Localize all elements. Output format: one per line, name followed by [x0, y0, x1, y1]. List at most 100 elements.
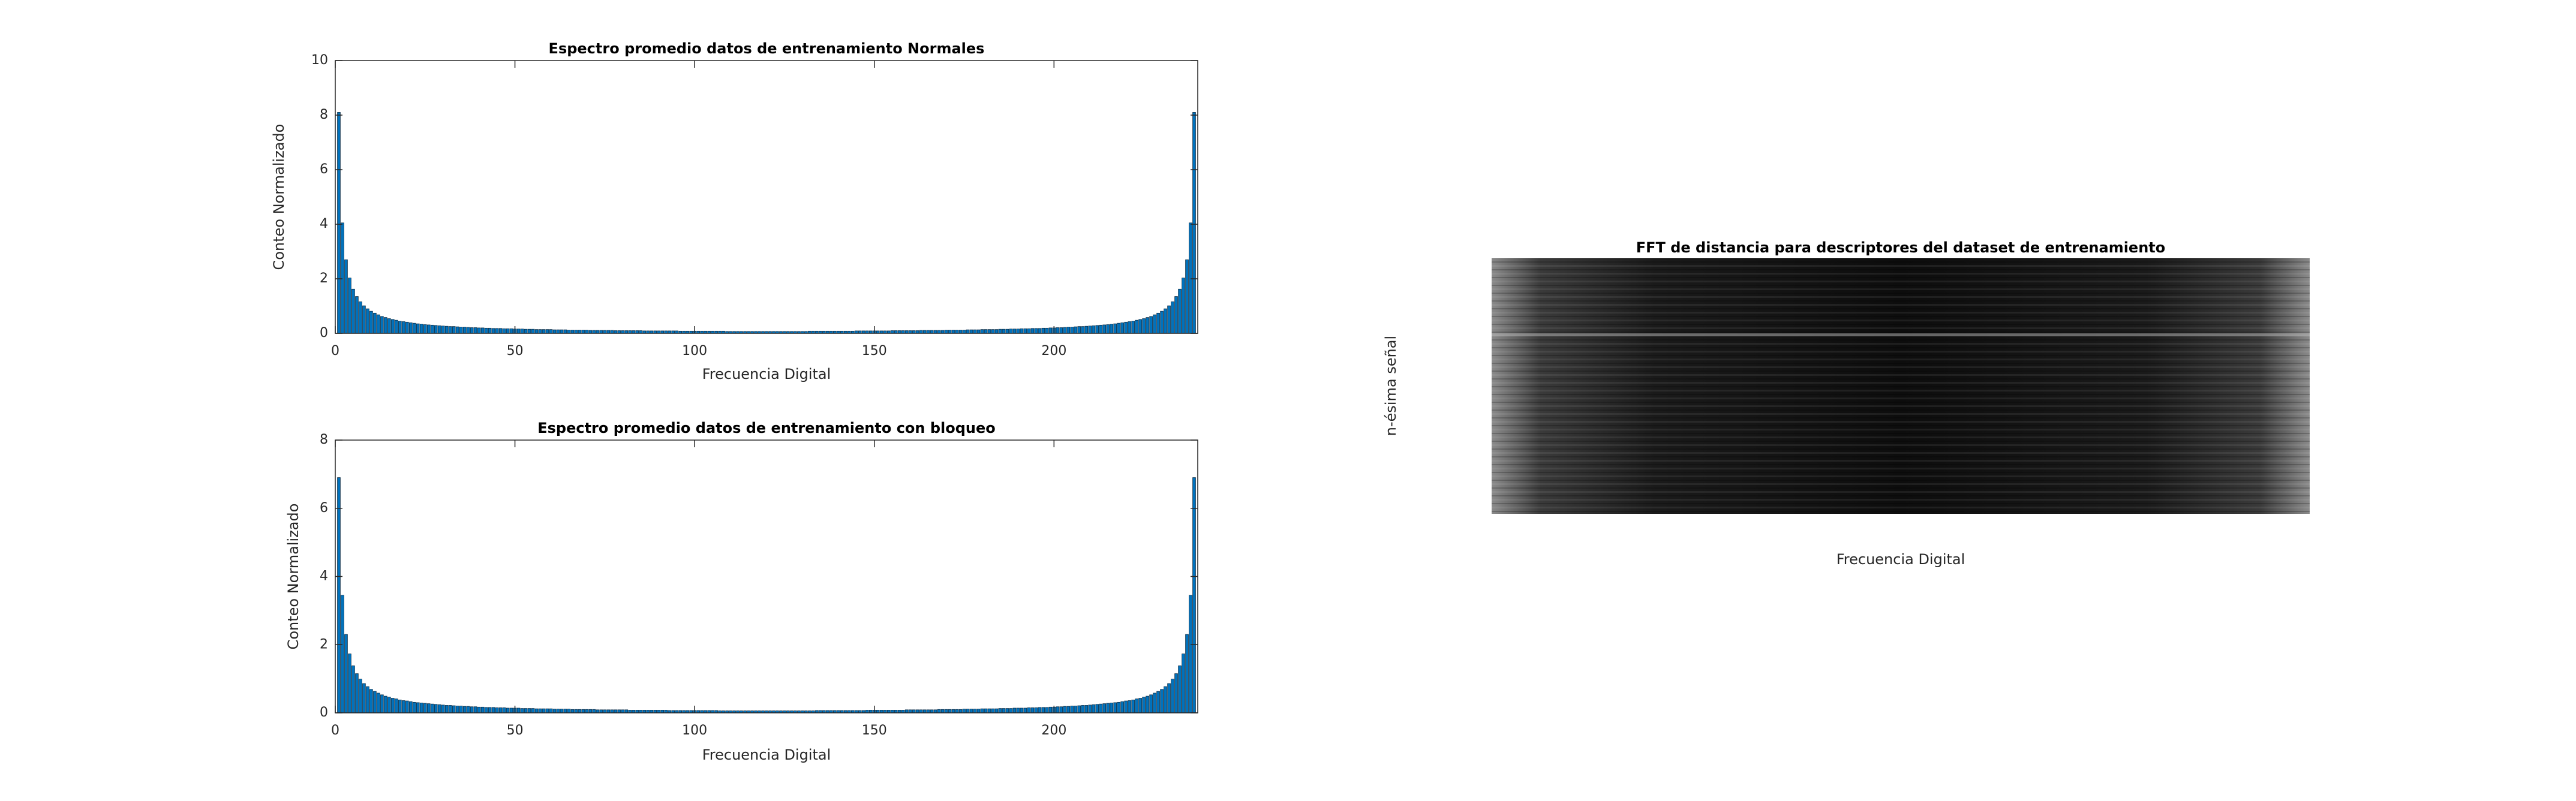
bar — [937, 709, 941, 713]
x-tick-label: 100 — [682, 723, 707, 738]
chart-title: Espectro promedio datos de entrenamiento… — [549, 40, 985, 57]
bar — [1077, 326, 1081, 334]
x-tick-label: 50 — [507, 344, 524, 359]
bar — [413, 701, 416, 713]
bar — [973, 329, 977, 334]
bar — [423, 703, 427, 713]
bar — [563, 329, 567, 334]
bar — [922, 709, 927, 713]
bar — [574, 709, 578, 713]
bar — [614, 709, 618, 713]
bar — [534, 708, 539, 713]
y-tick-label: 8 — [320, 432, 328, 447]
bar — [1120, 322, 1124, 334]
bar — [1027, 707, 1031, 713]
bar — [1189, 222, 1192, 334]
bar — [1095, 704, 1099, 713]
bar — [933, 709, 937, 713]
x-tick-label: 0 — [331, 344, 339, 359]
bar — [1002, 708, 1006, 713]
bar — [509, 707, 513, 713]
bar — [1174, 296, 1178, 334]
bar — [1002, 329, 1006, 334]
bar — [391, 698, 395, 713]
bar — [1102, 324, 1107, 334]
bar — [552, 329, 557, 334]
bar — [1009, 708, 1013, 713]
bar — [395, 698, 398, 713]
bar — [1146, 695, 1149, 713]
bar — [904, 709, 909, 713]
bar — [592, 330, 596, 334]
bar — [578, 709, 582, 713]
bar — [480, 327, 485, 334]
bar — [1074, 326, 1078, 334]
chart-title: Espectro promedio datos de entrenamiento… — [537, 420, 996, 436]
bar — [434, 704, 438, 713]
bar — [348, 278, 351, 334]
bar — [516, 707, 521, 713]
bar — [948, 709, 952, 713]
bar — [480, 706, 485, 713]
bar — [951, 709, 955, 713]
bar — [1135, 698, 1138, 713]
bar — [1110, 703, 1113, 713]
bar — [430, 703, 434, 713]
bar — [337, 477, 341, 713]
bar — [915, 709, 919, 713]
bar — [599, 709, 603, 713]
bar — [527, 708, 531, 713]
bar — [344, 259, 348, 334]
bar — [409, 322, 413, 334]
bar — [1128, 321, 1131, 334]
bar — [1164, 308, 1167, 334]
bar — [437, 325, 441, 334]
bar — [1124, 321, 1128, 334]
bar — [976, 329, 981, 334]
bar — [359, 301, 362, 334]
bar — [596, 709, 600, 713]
bar — [373, 312, 377, 334]
bar — [998, 708, 1002, 713]
bar — [966, 709, 970, 713]
bar — [1149, 694, 1153, 713]
bar — [606, 330, 611, 334]
bar — [366, 686, 369, 713]
bar — [416, 323, 420, 334]
bar — [1171, 679, 1174, 713]
bar — [1084, 705, 1089, 713]
bar — [1034, 328, 1038, 334]
bar — [455, 326, 459, 334]
bar — [520, 708, 524, 713]
bar — [1120, 701, 1124, 713]
bar — [459, 706, 463, 713]
bar — [987, 708, 991, 713]
bar — [908, 709, 912, 713]
bar — [520, 329, 524, 334]
bar — [1059, 327, 1063, 334]
bar — [377, 692, 380, 713]
bar — [441, 326, 445, 334]
bar — [398, 321, 402, 334]
bar — [437, 704, 441, 713]
bar — [470, 327, 474, 334]
bar — [337, 112, 341, 334]
bar — [459, 327, 463, 334]
bar — [398, 699, 402, 713]
bar — [574, 330, 578, 334]
bar — [484, 327, 488, 334]
bar — [470, 706, 474, 713]
bar — [1178, 288, 1182, 334]
bar — [1045, 327, 1049, 334]
bar — [491, 707, 495, 713]
bar — [362, 305, 366, 334]
y-tick-label: 6 — [320, 162, 328, 177]
bar — [567, 330, 571, 334]
bar — [1038, 328, 1042, 334]
bar — [617, 709, 621, 713]
bar — [545, 329, 549, 334]
bar — [1084, 326, 1089, 334]
bar — [1156, 312, 1160, 334]
y-tick-label: 6 — [320, 501, 328, 516]
